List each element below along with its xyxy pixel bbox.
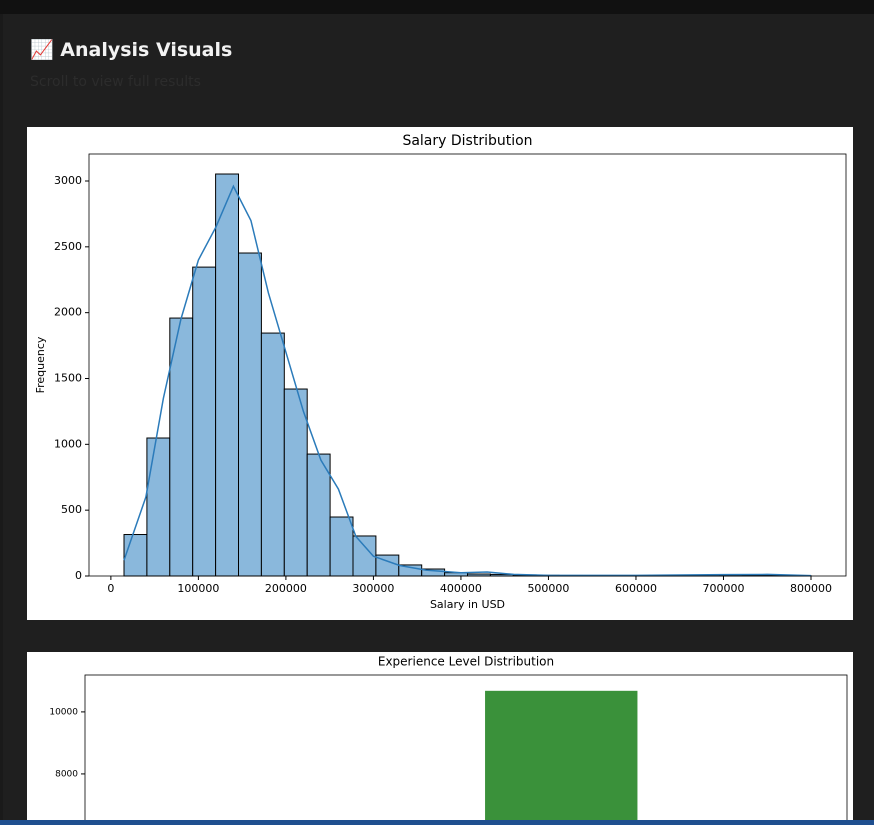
x-tick-label: 100000 <box>177 582 219 595</box>
status-bar <box>0 820 874 825</box>
histogram-bar <box>192 266 217 577</box>
histogram-bar <box>329 516 354 577</box>
x-tick-label: 500000 <box>527 582 569 595</box>
top-bar <box>0 0 874 14</box>
chart-title: Salary Distribution <box>402 133 532 149</box>
x-axis-label: Salary in USD <box>430 598 505 611</box>
x-tick-label: 200000 <box>265 582 307 595</box>
histogram-bar <box>215 173 240 577</box>
y-tick-label: 500 <box>61 503 82 516</box>
histogram-bar <box>306 453 331 577</box>
x-tick-label: 300000 <box>352 582 394 595</box>
page-title: 📈 Analysis Visuals <box>30 39 233 61</box>
kde-line <box>123 184 812 577</box>
histogram-bar <box>283 388 308 577</box>
y-tick-label: 0 <box>75 569 82 582</box>
y-axis-label: Frequency <box>34 336 47 393</box>
bar <box>485 690 638 820</box>
y-tick-label: 8000 <box>55 769 78 779</box>
x-tick-label: 0 <box>107 582 114 595</box>
plot-frame <box>88 153 847 577</box>
histogram-bar <box>123 534 148 577</box>
chart-card: Salary Distribution 0 500 1000 1500 2000 2500 3… <box>27 127 853 620</box>
y-tick-label: 3000 <box>54 174 82 187</box>
y-tick-label: 2500 <box>54 240 82 253</box>
chart-title: Experience Level Distribution <box>378 655 554 669</box>
histogram-bar <box>260 332 285 577</box>
histogram-bar <box>146 437 171 577</box>
x-tick-label: 800000 <box>790 582 832 595</box>
histogram-bar <box>238 252 262 577</box>
y-tick-label: 10000 <box>49 707 78 717</box>
plot-frame <box>84 674 848 820</box>
x-tick-label: 700000 <box>702 582 744 595</box>
y-tick-label: 2000 <box>54 306 82 319</box>
chart: Salary Distribution 0 500 1000 1500 2000 2500 3… <box>34 133 847 611</box>
y-tick-label: 1500 <box>54 371 82 384</box>
chart: Experience Level Distribution 8000 10000 <box>49 655 848 820</box>
chart-card: Experience Level Distribution 8000 10000 <box>27 652 853 820</box>
x-tick-label: 400000 <box>440 582 482 595</box>
x-tick-label: 600000 <box>615 582 657 595</box>
page-subtitle: Scroll to view full results <box>30 74 201 90</box>
y-tick-label: 1000 <box>54 437 82 450</box>
